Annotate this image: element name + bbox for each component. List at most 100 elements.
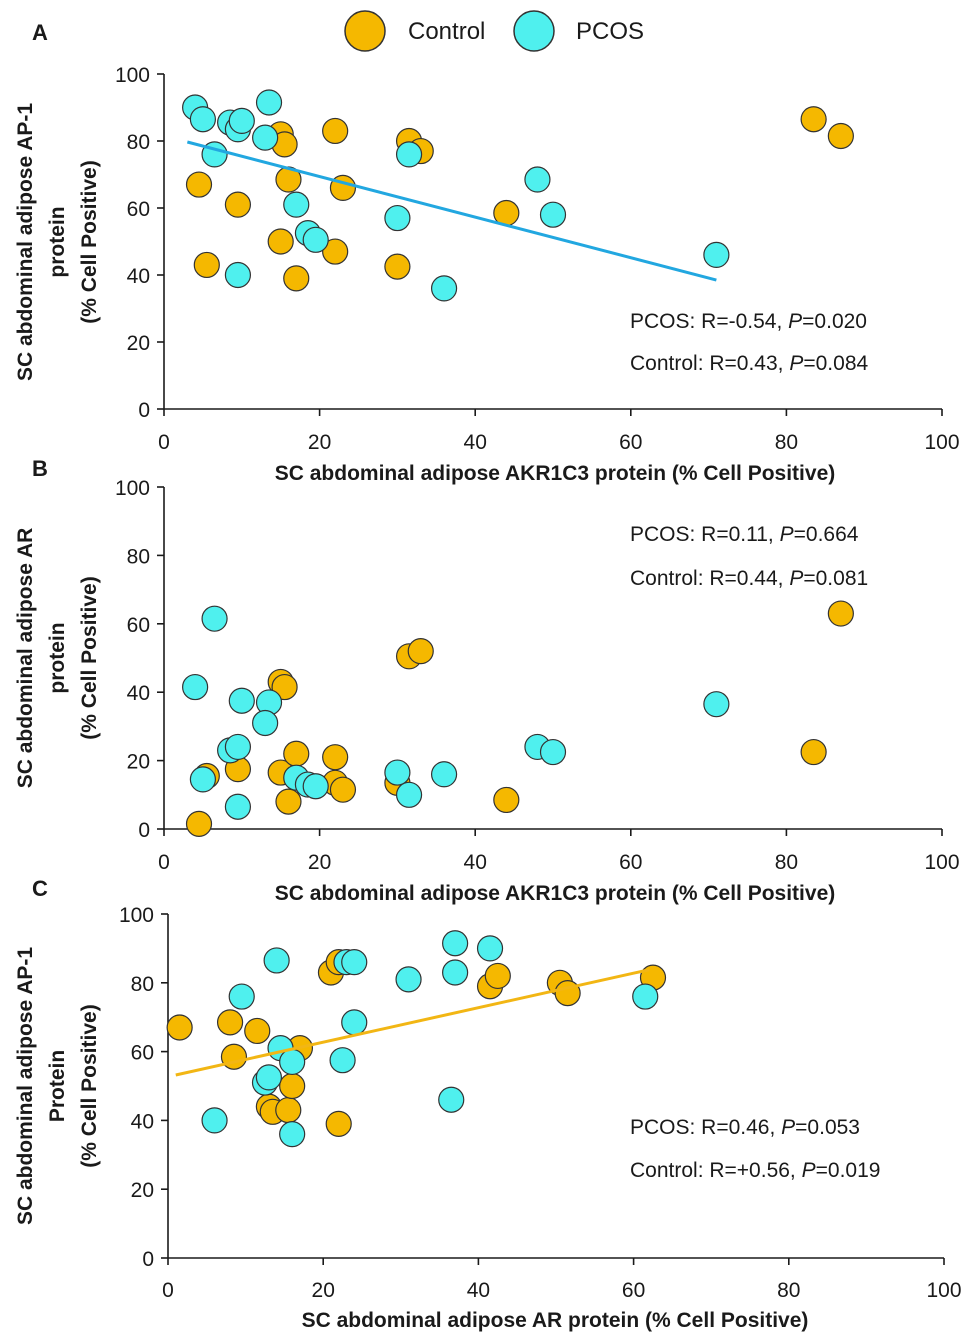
panel-c-point-control [244,1017,271,1045]
panel-c-point-pcos [201,1107,228,1134]
panel-b-point-pcos [430,761,458,788]
panel-b-y-axis-title-line-1: SC abdominal adipose AR [14,528,37,789]
panel-c-stat-pcos: PCOS: R=0.46, P=0.053 [630,1116,860,1139]
panel-a-point-pcos [302,226,329,253]
panel-a-point-control [193,251,220,279]
panel-b-y-axis-title: SC abdominal adipose AR protein (% Cell … [14,528,101,789]
panel-a-point-control [267,228,294,255]
panel-c-point-control [166,1014,193,1041]
panel-c-point-control [325,1110,352,1137]
panel-a-point-control [185,171,213,198]
panel-c-point-pcos [255,1064,282,1091]
panel-b-letter: B [32,456,48,481]
panel-b-point-control [185,810,213,837]
panel-b-point-pcos [302,773,329,800]
panel-a-y-tick-label: 20 [127,332,150,355]
panel-b-point-pcos [224,733,252,761]
panel-c-point-pcos [438,1086,465,1113]
panel-b-stat-control: Control: R=0.44, P=0.081 [630,567,868,590]
legend-marker-control [344,10,386,52]
panel-b-point-pcos [395,781,423,808]
panel-c-y-tick-label: 60 [131,1042,154,1065]
panel-c-point-control [484,962,511,990]
panel-b-point-control [827,600,854,627]
panel-b-point-control [283,740,310,767]
panel-c-y-axis-title: SC abdominal adipose AP-1 Protein (% Cel… [14,947,101,1225]
panel-a-x-tick-label: 0 [158,431,170,454]
panel-b-x-tick-label: 40 [464,851,487,874]
panel-b-point-control [493,786,520,814]
panel-c-y-tick-label: 40 [131,1110,154,1133]
panel-a-point-control [283,265,310,292]
panel-b: B SC abdominal adipose AR protein (% Cel… [14,456,960,905]
panel-b-y-axis-title-line-3: (% Cell Positive) [78,576,101,739]
panel-c-point-pcos [632,983,659,1010]
panel-b-x-tick-label: 80 [775,851,798,874]
panel-a-y-axis-title: SC abdominal adipose AP-1 protein (% Cel… [14,103,101,381]
panel-c-x-tick-label: 80 [777,1279,800,1302]
panel-b-point-pcos [539,738,567,766]
panel-b-x-tick-label: 60 [619,851,642,874]
legend-label-control: Control [408,18,485,45]
panel-c-x-tick-label: 60 [622,1279,645,1302]
panel-b-stat-pcos: PCOS: R=0.11, P=0.664 [630,523,859,546]
panel-a-point-control [322,238,349,265]
panel-b-point-control [329,776,357,803]
panel-c-letter: C [32,876,48,901]
panel-c-x-tick-label: 100 [926,1279,961,1302]
panel-a-point-pcos [224,261,252,289]
panel-b-y-tick-label: 60 [127,614,150,637]
panel-b-point-pcos [189,766,216,793]
panel-a-x-tick-label: 20 [308,431,331,454]
panel-a-x-tick-label: 80 [775,431,798,454]
panel-a-point-pcos [430,275,458,302]
panel-a-y-tick-label: 100 [115,64,150,87]
panel-a-x-axis-title: SC abdominal adipose AKR1C3 protein (% C… [275,462,836,485]
panel-b-point-pcos [252,709,279,737]
panel-b-y-tick-label: 80 [127,545,150,568]
panel-a-y-tick-label: 80 [127,131,150,154]
panel-a-point-control [224,191,252,218]
panel-c-y-tick-label: 80 [131,973,154,996]
panel-c-point-pcos [228,983,255,1010]
panel-a-stat-pcos: PCOS: R=-0.54, P=0.020 [630,310,867,333]
legend: Control PCOS [344,10,644,52]
panel-a-point-control [384,253,411,280]
panel-b-y-tick-label: 100 [115,477,150,500]
panel-c-y-axis-title-line-1: SC abdominal adipose AP-1 [14,947,37,1225]
panel-b-point-control [275,788,302,815]
panel-c-x-tick-label: 20 [312,1279,335,1302]
panel-a-y-axis-title-line-2: protein [46,206,69,277]
panel-c-stat-control: Control: R=+0.56, P=0.019 [630,1159,880,1182]
panel-b-y-tick-label: 20 [127,751,150,774]
panel-a-y-tick-label: 0 [138,399,150,422]
panel-b-x-tick-label: 0 [158,851,170,874]
panel-b-point-pcos [703,691,730,718]
panel-c: C SC abdominal adipose AP-1 Protein (% C… [14,876,962,1332]
panel-b-y-tick-label: 0 [138,819,150,842]
panel-a-y-tick-label: 60 [127,198,150,221]
panel-c-y-tick-label: 0 [142,1248,154,1271]
panel-a-y-axis-title-line-1: SC abdominal adipose AP-1 [14,103,37,381]
legend-marker-pcos [513,10,555,52]
panel-c-point-control [275,1096,302,1124]
panel-c-point-pcos [442,930,469,957]
panel-b-point-control [407,638,434,665]
panel-a-stat-control: Control: R=0.43, P=0.084 [630,352,868,375]
panel-a-x-tick-label: 100 [924,431,959,454]
panel-b-point-control [322,744,349,771]
panel-b-point-pcos [228,687,255,714]
panel-a-point-pcos [255,89,283,116]
panel-c-x-tick-label: 40 [467,1279,490,1302]
panel-b-y-tick-label: 40 [127,682,150,705]
panel-a-point-pcos [252,124,279,151]
panel-a-point-control [827,122,854,150]
panel-c-point-pcos [395,966,422,993]
panel-c-point-pcos [341,1009,368,1036]
legend-label-pcos: PCOS [576,18,644,45]
panel-a-y-axis-title-line-3: (% Cell Positive) [78,160,101,323]
panel-b-point-pcos [224,793,252,820]
panel-c-y-tick-label: 100 [119,904,154,927]
panel-c-y-axis-title-line-3: (% Cell Positive) [78,1004,101,1167]
